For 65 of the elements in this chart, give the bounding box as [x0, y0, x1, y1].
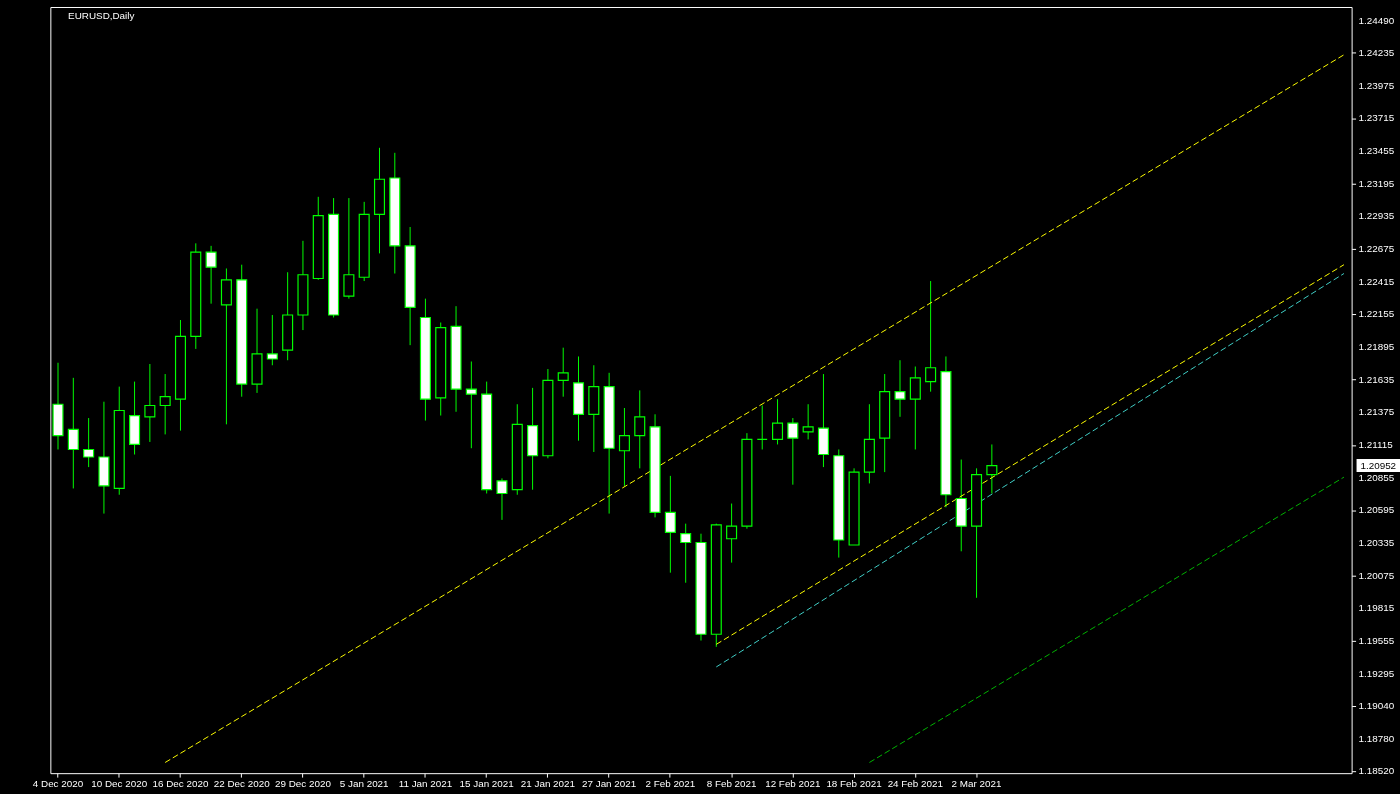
y-tick-label: 1.21115 — [1358, 439, 1394, 451]
candlestick — [205, 245, 217, 305]
candlestick — [925, 280, 937, 393]
y-tick-label: 1.23455 — [1358, 144, 1395, 156]
candlestick — [772, 398, 784, 445]
y-tick-label: 1.23715 — [1358, 112, 1395, 124]
candlestick — [343, 197, 355, 300]
y-tick-label: 1.18520 — [1358, 765, 1395, 777]
y-tick-label: 1.21375 — [1358, 406, 1395, 418]
y-tick-label: 1.19815 — [1358, 602, 1395, 614]
y-tick-label: 1.22675 — [1358, 242, 1395, 254]
y-tick-label: 1.19555 — [1358, 635, 1395, 647]
candlestick — [634, 389, 646, 469]
x-tick-label: 15 Jan 2021 — [459, 778, 514, 790]
y-tick-label: 1.20855 — [1358, 471, 1395, 483]
x-tick-label: 21 Jan 2021 — [520, 778, 576, 790]
candlestick — [680, 523, 692, 584]
y-tick-label: 1.24235 — [1358, 46, 1395, 58]
candlestick — [159, 373, 171, 435]
candlestick — [909, 366, 921, 450]
y-tick-label: 1.23195 — [1358, 177, 1395, 189]
x-tick-label: 2 Mar 2021 — [951, 778, 1002, 790]
candlestick — [618, 407, 630, 487]
y-tick-label: 1.20075 — [1358, 569, 1395, 581]
text: 1.20952 — [1360, 459, 1397, 471]
y-tick-label: 1.21635 — [1358, 373, 1395, 385]
x-tick-label: 27 Jan 2021 — [581, 778, 637, 790]
x-tick-label: 18 Feb 2021 — [826, 778, 882, 790]
candlestick — [496, 477, 508, 521]
candlestick — [986, 443, 998, 494]
y-tick-label: 1.20335 — [1358, 537, 1395, 549]
candlestick — [465, 360, 477, 449]
x-tick-label: 5 Jan 2021 — [339, 778, 389, 790]
x-tick-label: 4 Dec 2020 — [32, 778, 84, 790]
y-tick-label: 1.18780 — [1358, 732, 1395, 744]
y-tick-label: 1.22155 — [1358, 308, 1395, 320]
y-tick-label: 1.22935 — [1358, 210, 1395, 222]
x-tick-label: 16 Dec 2020 — [152, 778, 209, 790]
y-tick-label: 1.21895 — [1358, 341, 1395, 352]
y-tick-label: 1.24490 — [1358, 14, 1395, 26]
y-tick-label: 1.19295 — [1358, 667, 1395, 679]
x-tick-label: 2 Feb 2021 — [645, 778, 696, 790]
x-tick-label: 11 Jan 2021 — [398, 778, 453, 790]
y-tick-label: 1.20595 — [1358, 504, 1395, 516]
candlestick — [266, 314, 278, 366]
x-tick-label: 24 Feb 2021 — [887, 778, 943, 790]
candlestick — [557, 347, 569, 398]
y-tick-label: 1.23975 — [1358, 79, 1395, 91]
candlestick — [802, 403, 814, 440]
x-tick-label: 29 Dec 2020 — [274, 778, 332, 790]
candlestick — [894, 359, 906, 418]
candlestick — [83, 417, 95, 468]
x-tick-label: 8 Feb 2021 — [706, 778, 757, 790]
x-tick-label: 10 Dec 2020 — [91, 778, 148, 790]
candlestick — [756, 404, 768, 450]
candlestick — [787, 417, 799, 486]
candlestick — [67, 377, 79, 489]
candlestick — [664, 475, 676, 574]
y-tick-label: 1.19040 — [1358, 699, 1395, 711]
candlestick — [726, 503, 738, 564]
x-tick-label: 22 Dec 2020 — [213, 778, 271, 790]
x-tick-label: 12 Feb 2021 — [765, 778, 821, 790]
candlestick — [144, 363, 156, 443]
chart-title: EURUSD,Daily — [68, 9, 135, 21]
y-tick-label: 1.22415 — [1358, 275, 1395, 287]
